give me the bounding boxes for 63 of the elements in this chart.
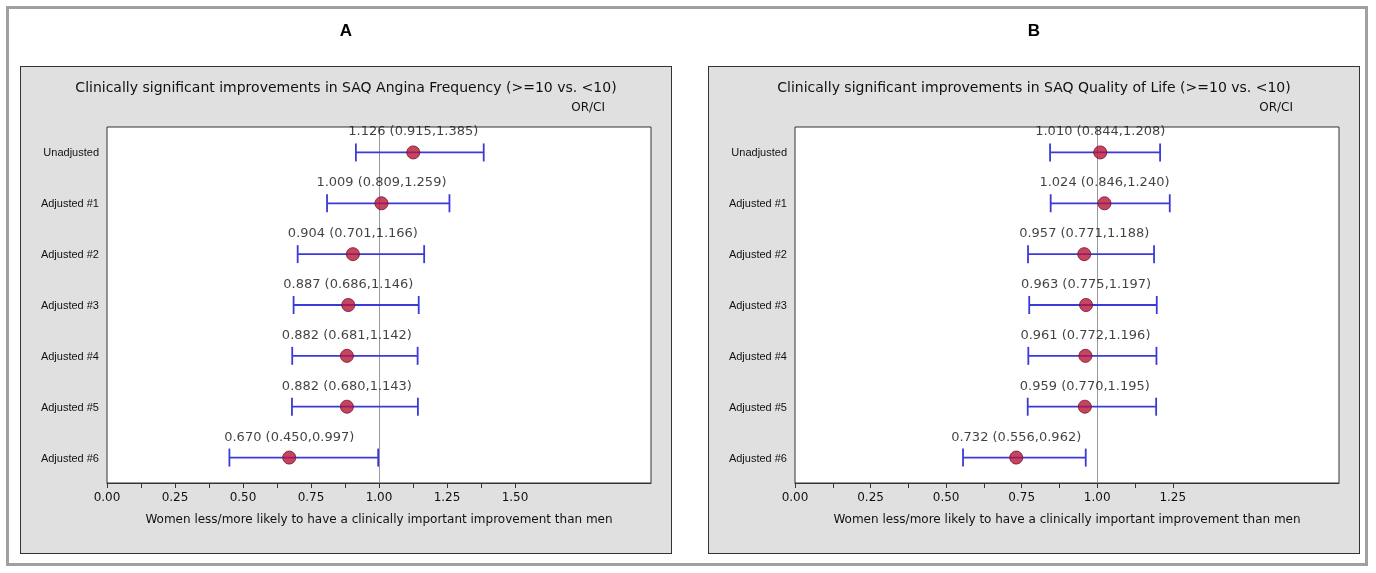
data-label: 1.009 (0.809,1.259) [316,174,447,190]
y-tick-label: Adjusted #4 [40,349,99,362]
chart-title: A [338,20,354,42]
y-tick-label: Adjusted #1 [40,197,99,210]
x-tick-label: 0.00 [781,490,809,504]
point [1077,399,1092,414]
point [1077,247,1092,262]
text: OR/CI [571,100,606,114]
data-label: 0.670 (0.450,0.997) [224,428,355,444]
data-label: 0.963 (0.775,1.197) [1021,276,1152,291]
x-tick-label: 1.00 [1083,490,1111,504]
data-label: 0.961 (0.772,1.196) [1020,326,1151,342]
data-label: 0.882 (0.681,1.142) [281,326,412,342]
data-label: 0.732 (0.556,0.962) [951,428,1082,444]
x-axis-title: Women less/more likely to have a clinically important improvement than men [145,512,613,526]
point [282,450,297,465]
chart-title: B [1026,20,1042,42]
point [374,196,389,211]
y-tick-label: Adjusted #5 [728,400,787,413]
y-tick-label: Adjusted #1 [728,197,787,210]
chart-subtitle: Clinically significant improvements in SAQ Angina Frequency (>=10 vs. <10) [75,79,617,95]
data-label: 0.904 (0.701,1.166) [287,225,418,241]
point [339,348,354,363]
data-label: 1.010 (0.844,1.208) [1035,123,1166,139]
chart-subtitle: Clinically significant improvements in SAQ Quality of Life (>=10 vs. <10) [777,79,1291,95]
point [1097,196,1112,211]
y-tick-label: Adjusted #5 [40,400,99,413]
y-tick-label: Adjusted #6 [728,451,787,464]
point [339,399,354,414]
y-tick-label: Adjusted #2 [728,248,787,261]
data-label: 0.957 (0.771,1.188) [1019,225,1150,241]
y-tick-label: Unadjusted [731,146,787,159]
y-tick-label: Adjusted #4 [728,349,787,362]
x-tick-label: 1.25 [1159,490,1187,504]
x-tick-label: 1.50 [501,490,529,504]
point [341,298,356,312]
x-tick-label: 1.00 [365,490,393,504]
y-tick-label: Unadjusted [43,146,99,159]
x-tick-label: 0.75 [1008,490,1036,504]
x-tick-label: 0.25 [857,490,884,504]
data-label: 1.126 (0.915,1.385) [348,123,479,139]
x-tick-label: 1.25 [433,490,461,504]
y-tick-label: Adjusted #2 [40,248,99,261]
point [1078,348,1093,363]
point [345,247,360,262]
x-axis-title: Women less/more likely to have a clinically important improvement than men [833,512,1301,526]
y-tick-label: Adjusted #3 [40,299,99,311]
x-tick-label: 0.25 [161,490,189,504]
data-label: 0.882 (0.680,1.143) [281,377,412,393]
point [406,145,421,160]
point [1079,298,1094,312]
data-label: 0.959 (0.770,1.195) [1019,377,1150,393]
data-label: 0.887 (0.686,1.146) [283,276,414,291]
x-tick-label: 0.50 [932,490,960,504]
point [1009,450,1024,465]
text: OR/CI [1259,100,1294,114]
point [1093,145,1108,160]
x-tick-label: 0.75 [297,490,325,504]
y-tick-label: Adjusted #3 [728,299,787,311]
x-tick-label: 0.00 [93,490,121,504]
x-tick-label: 0.50 [229,490,257,504]
data-label: 1.024 (0.846,1.240) [1039,174,1170,190]
y-tick-label: Adjusted #6 [40,451,99,464]
